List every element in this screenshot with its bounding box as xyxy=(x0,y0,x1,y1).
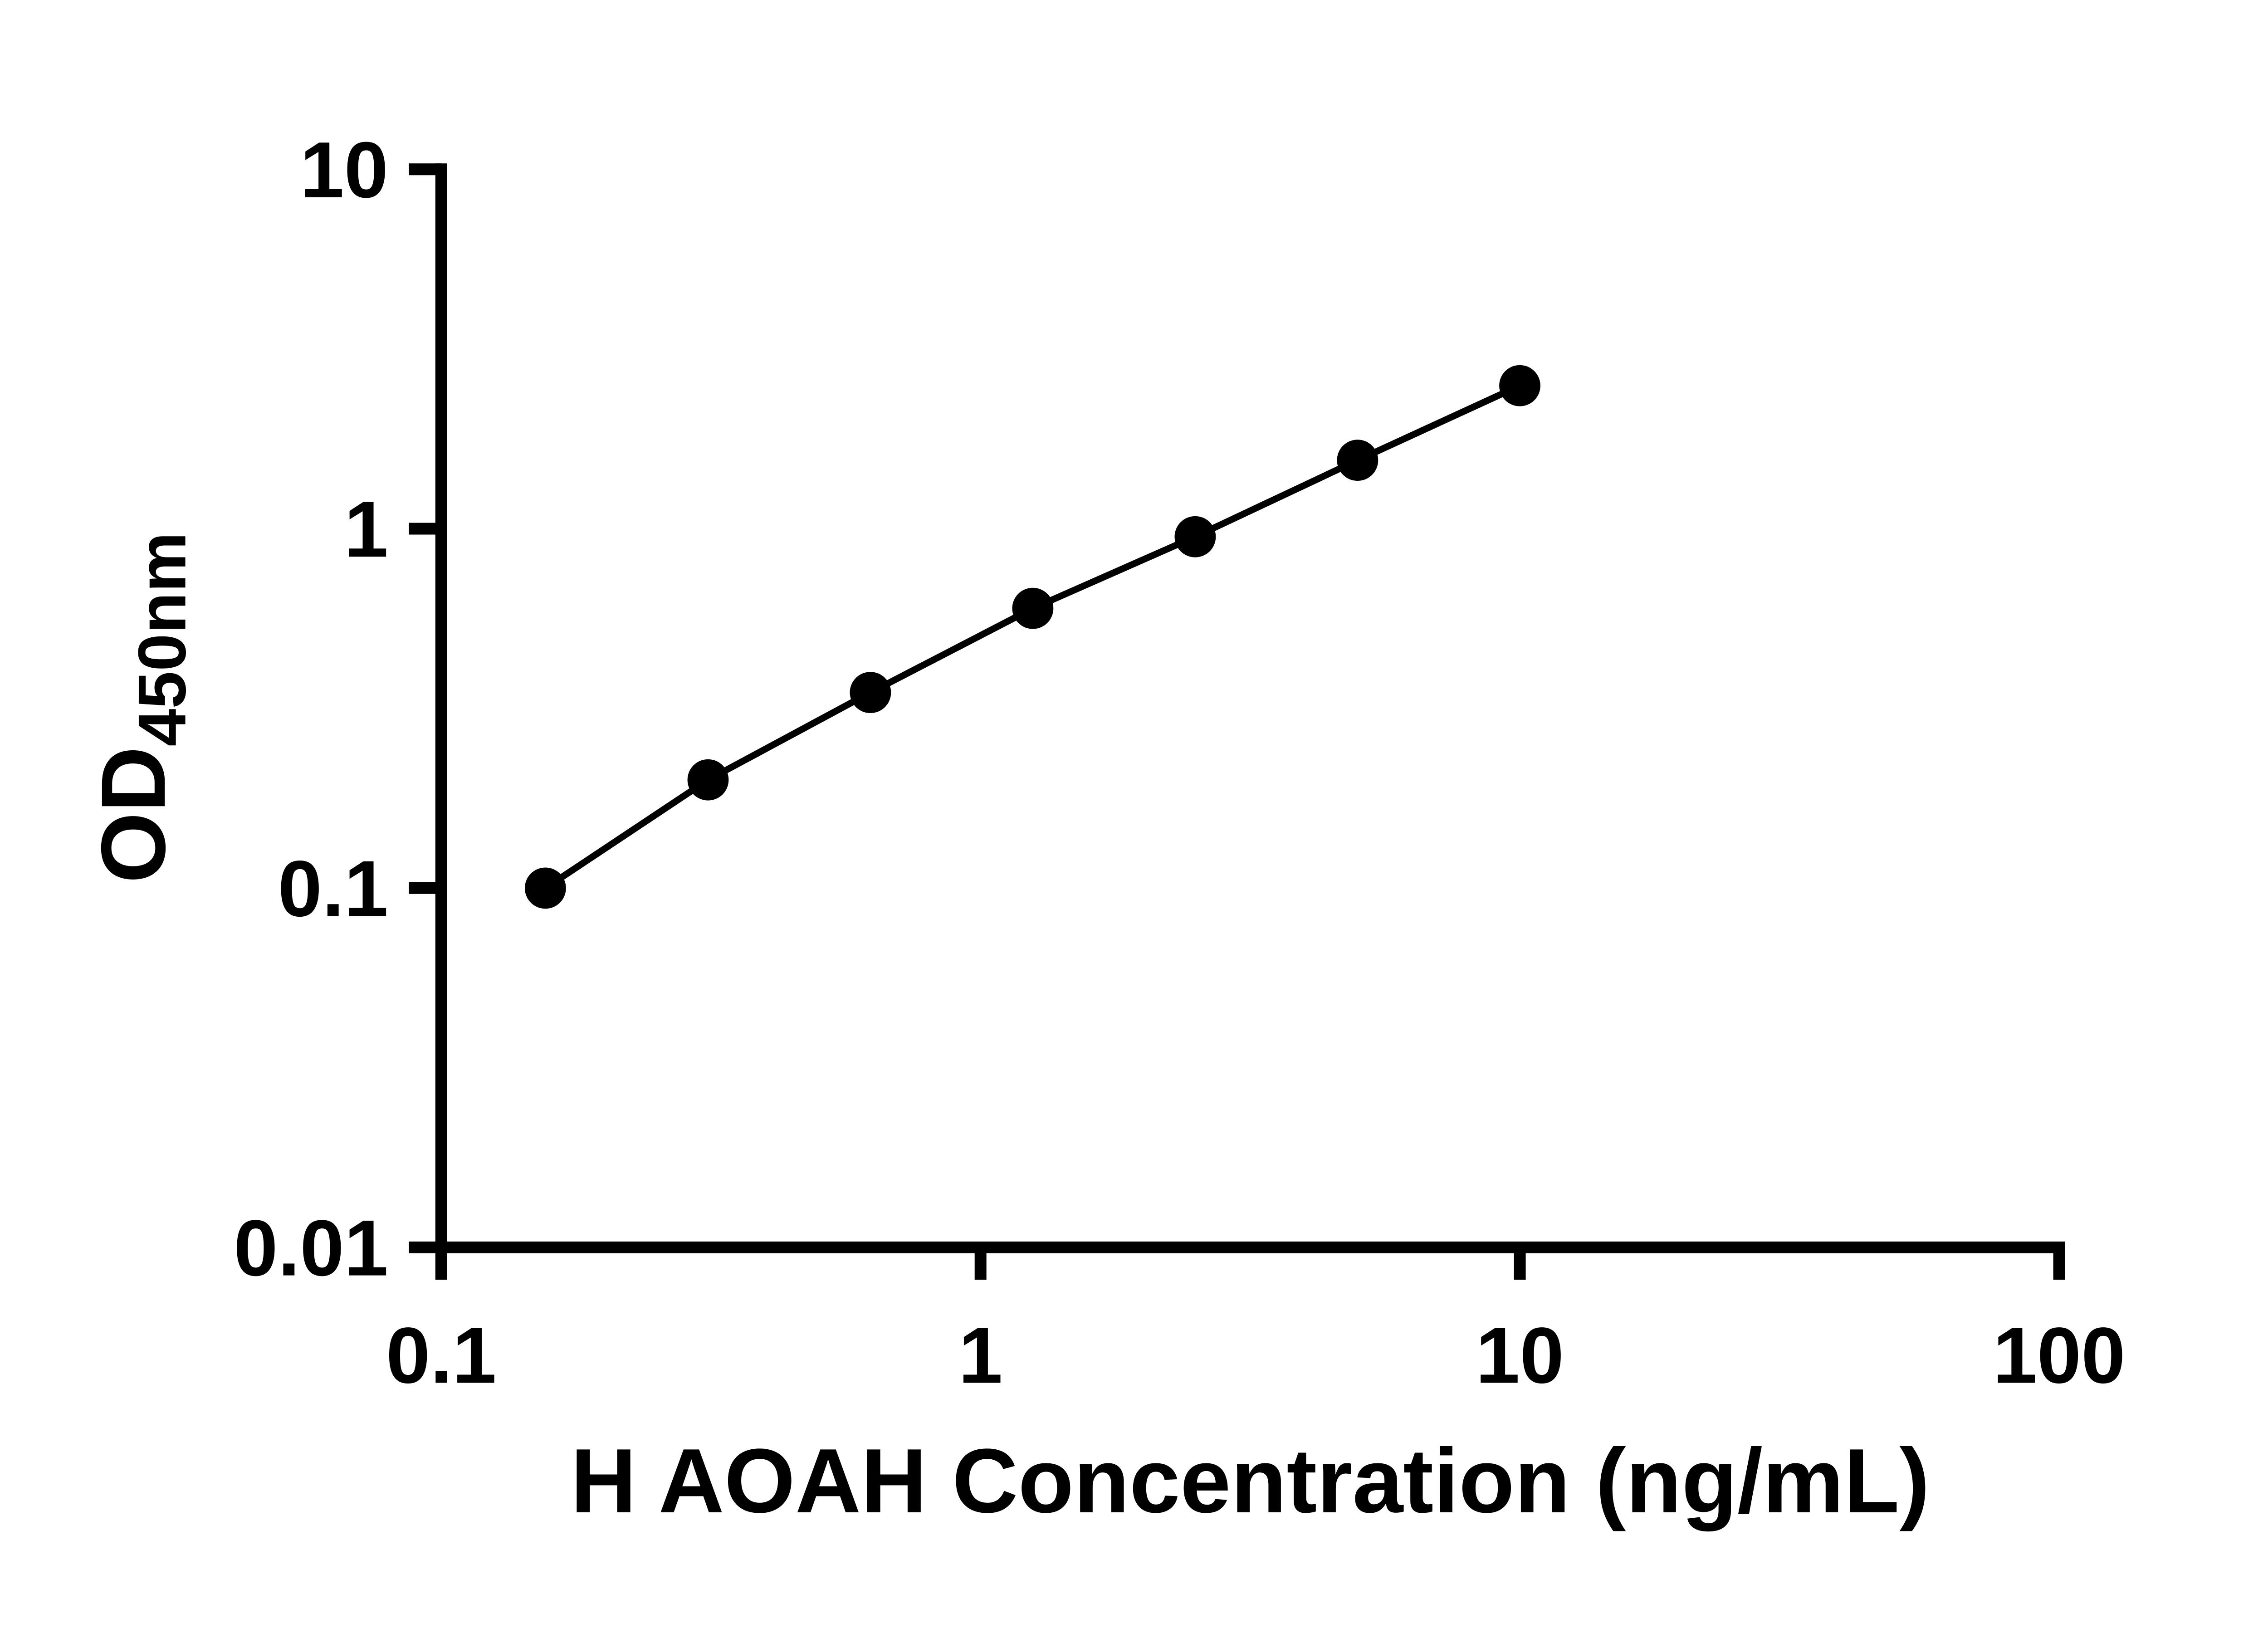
axes: 0.1 1 10 100 0.01 0.1 1 10 xyxy=(234,126,2125,1400)
data-series xyxy=(524,365,1540,909)
data-point xyxy=(1012,587,1054,629)
y-axis-tick-label: 1 xyxy=(344,485,388,574)
y-axis-title-subscript: 450nm xyxy=(124,532,200,747)
y-axis-title-main: OD xyxy=(82,747,184,884)
y-axis-tick-label: 0.1 xyxy=(278,844,388,933)
x-axis-tick-label: 1 xyxy=(958,1311,1002,1400)
x-axis-tick-label: 10 xyxy=(1476,1311,1564,1400)
data-point xyxy=(850,672,891,714)
data-point xyxy=(1499,365,1540,406)
data-point xyxy=(524,867,566,909)
y-axis-tick-label: 10 xyxy=(300,126,388,215)
data-point xyxy=(1337,440,1378,481)
y-axis-title: OD450nm xyxy=(82,532,200,883)
x-axis-title: H AOAH Concentration (ng/mL) xyxy=(571,1430,1930,1532)
axis-spines xyxy=(435,163,2065,1254)
standard-curve-chart: 0.1 1 10 100 0.01 0.1 1 10 H AOAH Concentration… xyxy=(82,126,2125,1532)
y-axis-tick-label: 0.01 xyxy=(234,1204,388,1293)
x-axis-tick-label: 0.1 xyxy=(386,1311,496,1400)
data-point xyxy=(1174,516,1216,557)
x-axis-tick-label: 100 xyxy=(1993,1311,2125,1400)
data-point xyxy=(687,759,729,801)
